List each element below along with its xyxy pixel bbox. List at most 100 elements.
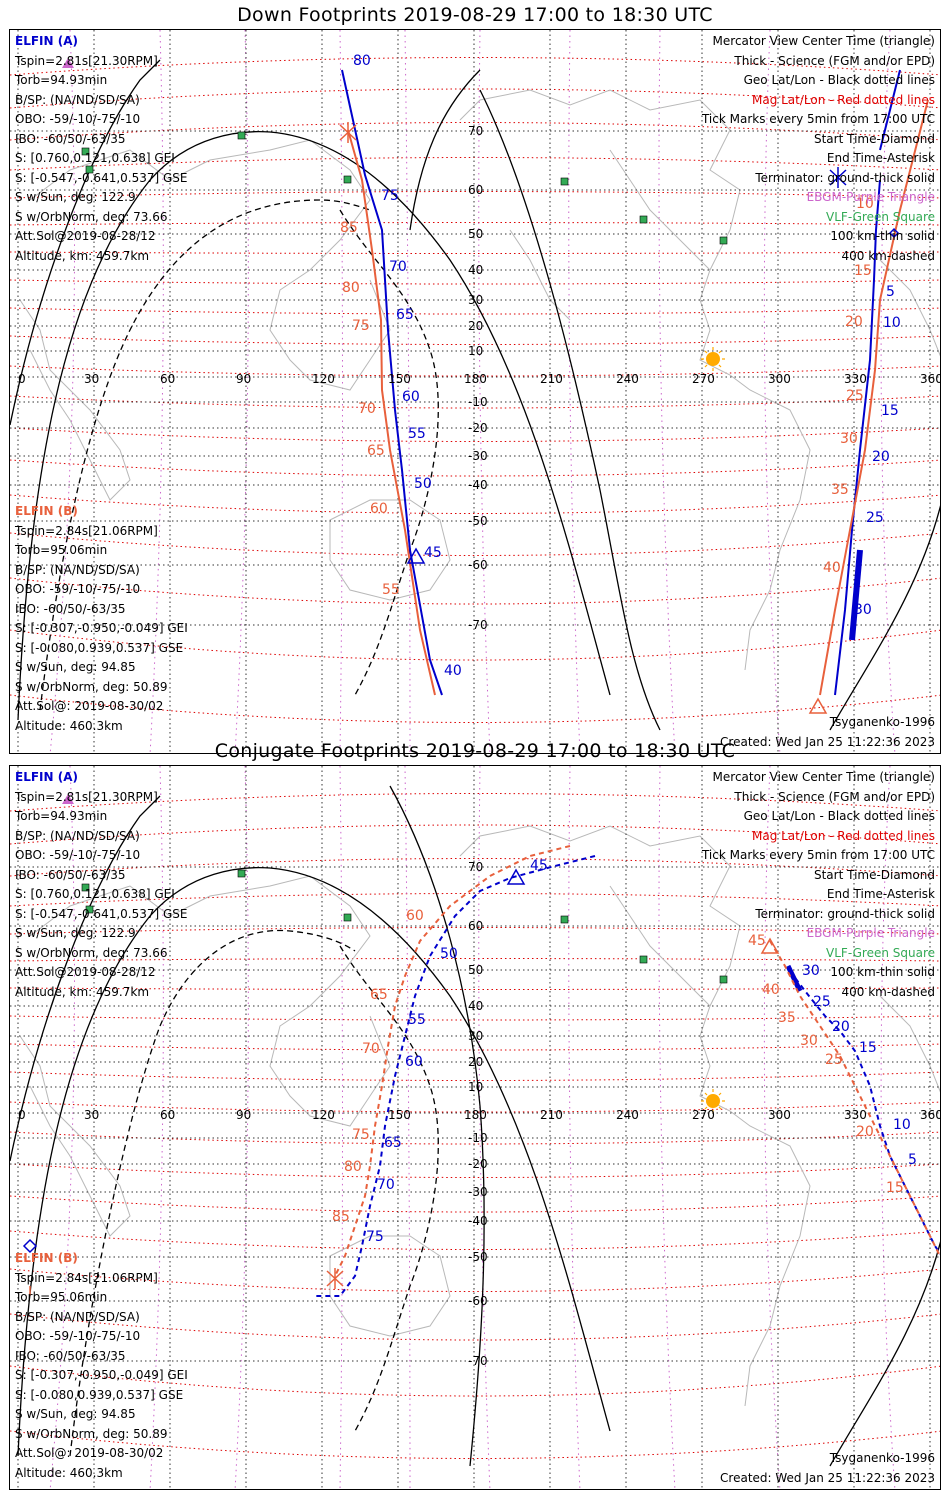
lon-label: 180 <box>464 372 487 386</box>
elfin-b-attsol: Att.Sol@: 2019-08-30/02 <box>15 699 164 713</box>
lat-label: 20 <box>468 1055 483 1069</box>
elfin-a-tick-label: 45 <box>530 858 548 874</box>
elfin-a-bsp: B/SP: (NA/ND/SD/SA) <box>15 92 140 107</box>
elfin-a-attsol: Att.Sol@2019-08-28/12 <box>15 965 156 979</box>
elfin-b-header: ELFIN (B) <box>15 504 78 518</box>
lon-label: 180 <box>464 1108 487 1122</box>
elfin-a-tick-label: 15 <box>881 403 899 419</box>
elfin-b-torb: Torb=95.06min <box>15 1290 108 1304</box>
elfin-b-sun-angle: S w/Sun, deg: 94.85 <box>15 660 136 674</box>
elfin-a-tick-label: 60 <box>405 1054 423 1070</box>
elfin-b-obo: OBO: -59/-10/-75/-10 <box>15 582 141 596</box>
elfin-a-gse: S: [-0.547,-0.641,0.537] GSE <box>15 906 188 921</box>
legend-geo: Geo Lat/Lon - Black dotted lines <box>743 809 935 823</box>
sun-icon <box>701 1089 725 1113</box>
lat-label: 20 <box>468 319 483 333</box>
lon-label: 90 <box>236 372 251 386</box>
elfin-b-bsp: B/SP: (NA/ND/SD/SA) <box>15 562 140 577</box>
markers <box>62 58 900 714</box>
lon-label: 300 <box>768 372 791 386</box>
elfin-a-header: ELFIN (A) <box>15 770 78 784</box>
elfin-a-tick-label: 80 <box>353 53 371 69</box>
legend-terminator: Terminator: ground-thick solid <box>755 906 935 921</box>
lat-label: 10 <box>468 1080 483 1094</box>
elfin-b-altitude: Altitude: 460.3km <box>15 718 123 733</box>
elfin-b-ibo: IBO: -60/50/-63/35 <box>15 601 126 616</box>
legend-100km: 100 km-thin solid <box>830 229 935 243</box>
elfin-b-bsp: B/SP: (NA/ND/SD/SA) <box>15 1309 140 1324</box>
elfin-b-gei: S: [-0.307,-0.950,-0.049] GEI <box>15 1368 188 1382</box>
start-diamond <box>888 227 900 239</box>
elfin-a-tick-label: 75 <box>381 188 399 204</box>
elfin-b-tick-label: 15 <box>886 1180 904 1196</box>
lon-label: 60 <box>160 372 175 386</box>
elfin-a-orbnorm-angle: S w/OrbNorm, deg: 73.66 <box>15 945 168 960</box>
lon-label: 150 <box>388 1108 411 1122</box>
lat-label: -10 <box>468 395 488 409</box>
elfin-a-center-triangle <box>406 547 426 564</box>
lat-label: 40 <box>468 999 483 1013</box>
sun-icon <box>701 347 725 371</box>
legend-ticks: Tick Marks every 5min from 17:00 UTC <box>701 848 935 862</box>
elfin-a-tick-label: 20 <box>832 1019 850 1035</box>
legend: Mercator View Center Time (triangle) Thi… <box>702 768 935 1002</box>
elfin-b-track <box>334 845 940 1277</box>
legend-ticks: Tick Marks every 5min from 17:00 UTC <box>701 112 935 126</box>
elfin-b-center-triangle <box>808 697 828 714</box>
elfin-a-info: ELFIN (A) Tspin=2.81s[21.30RPM] Torb=94.… <box>15 768 188 1002</box>
elfin-a-tick-label: 55 <box>408 1012 426 1028</box>
elfin-b-info: ELFIN (B) Tspin=2.84s[21.06RPM] Torb=95.… <box>15 502 188 736</box>
elfin-a-end-asterisk <box>829 167 847 188</box>
lat-label: -20 <box>468 1157 488 1171</box>
elfin-b-tick-label: 55 <box>382 582 400 598</box>
map-svg-down: 0 30 60 90 120 150 180 210 240 270 300 330 360 70 60 50… <box>10 30 940 753</box>
elfin-b-track <box>347 99 929 696</box>
ebgm-triangle <box>62 58 74 68</box>
elfin-b-orbnorm-angle: S w/OrbNorm, deg: 50.89 <box>15 1426 168 1441</box>
elfin-b-tick-label: 60 <box>406 908 424 924</box>
vlf-stations <box>81 131 728 245</box>
elfin-b-info: ELFIN (B) Tspin=2.84s[21.06RPM] Torb=95.… <box>15 1249 188 1483</box>
magnetic-grid <box>10 766 940 1489</box>
elfin-a-tick-label: 5 <box>908 1152 917 1168</box>
terminator <box>10 59 940 731</box>
footprint-map-conjugate: 0 30 60 90 120 150 180 210 240 270 300 330 360 70 60 50… <box>9 765 941 1490</box>
lat-label: 70 <box>468 124 483 138</box>
elfin-a-obo: OBO: -59/-10/-75/-10 <box>15 112 141 126</box>
elfin-b-tick-label: 30 <box>800 1033 818 1049</box>
elfin-a-tick-label: 50 <box>414 476 432 492</box>
elfin-a-torb: Torb=94.93min <box>15 73 108 87</box>
elfin-a-tick-label: 30 <box>802 963 820 979</box>
elfin-b-tick-label: 60 <box>370 501 388 517</box>
legend-400km: 400 km-dashed <box>841 984 935 999</box>
mag-lat-lines <box>10 793 940 1459</box>
elfin-a-altitude: Altitude, km: 459.7km <box>15 984 150 999</box>
legend-100km: 100 km-thin solid <box>830 965 935 979</box>
lat-label: -50 <box>468 514 488 528</box>
lon-label: 0 <box>18 1108 26 1122</box>
vlf-stations <box>81 869 728 984</box>
lon-label: 210 <box>540 372 563 386</box>
lon-label: 30 <box>84 1108 99 1122</box>
elfin-a-sun-angle: S w/Sun, deg: 122.9 <box>15 190 136 204</box>
elfin-a-tick-label: 40 <box>444 663 462 679</box>
elfin-b-gei: S: [-0.307,-0.950,-0.049] GEI <box>15 621 188 635</box>
elfin-b-center-triangle <box>760 937 780 954</box>
lon-label: 330 <box>844 1108 867 1122</box>
elfin-b-tick-label: 20 <box>845 314 863 330</box>
elfin-a-tick-label: 75 <box>366 1229 384 1245</box>
lat-label: 60 <box>468 919 483 933</box>
panel-title-conjugate: Conjugate Footprints 2019-08-29 17:00 to… <box>214 740 736 762</box>
lon-label: 0 <box>18 372 26 386</box>
elfin-b-tick-label: 65 <box>367 443 385 459</box>
elfin-b-tspin: Tspin=2.84s[21.06RPM] <box>15 523 158 538</box>
legend-ebgm: EBGM-Purple Triangle <box>806 190 935 204</box>
elfin-b-tick-label: 20 <box>856 1124 874 1140</box>
elfin-a-torb: Torb=94.93min <box>15 809 108 823</box>
elfin-b-obo: OBO: -59/-10/-75/-10 <box>15 1329 141 1343</box>
elfin-b-orbnorm-angle: S w/OrbNorm, deg: 50.89 <box>15 679 168 694</box>
start-diamond <box>22 1238 38 1254</box>
elfin-b-tick-label: 35 <box>778 1010 796 1026</box>
elfin-b-tick-label: 85 <box>340 220 358 236</box>
elfin-b-tick-label: 25 <box>846 388 864 404</box>
